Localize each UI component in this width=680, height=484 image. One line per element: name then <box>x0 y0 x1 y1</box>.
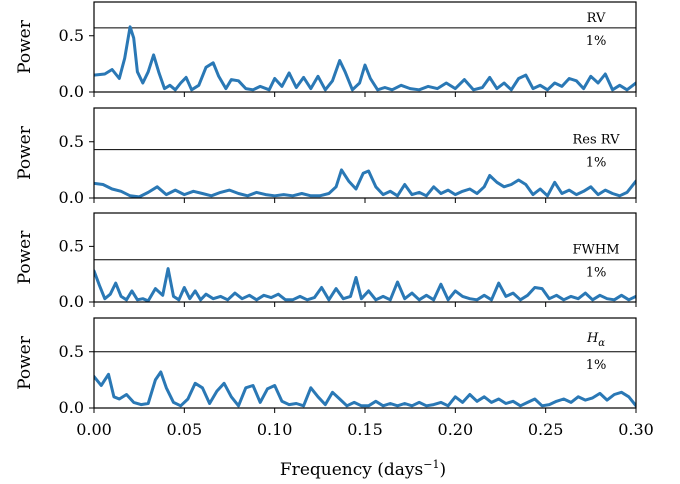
fap-annotation: 1% <box>586 358 607 373</box>
y-axis-label: Power <box>15 335 35 390</box>
panel-3: 0.0 0.5 Power FWHM 1% <box>15 212 637 311</box>
x-tick-label: 0.10 <box>257 420 293 439</box>
x-axis-label-main: Frequency (days <box>280 460 423 480</box>
y-tick-label: 0.0 <box>59 292 84 311</box>
y-tick-label: 0.0 <box>59 82 84 101</box>
x-axis-label-sup: −1 <box>423 458 439 471</box>
x-tick-label: 0.15 <box>347 420 383 439</box>
y-axis-label: Power <box>15 19 35 74</box>
fap-annotation: 1% <box>586 266 607 281</box>
x-tick-label: 0.25 <box>528 420 564 439</box>
x-tick-label: 0.05 <box>167 420 203 439</box>
panel-1: 0.0 0.5 Power RV 1% <box>15 1 637 101</box>
series-line <box>94 168 636 198</box>
axes-frame <box>93 212 637 303</box>
series-line <box>94 370 636 408</box>
y-axis-label: Power <box>15 230 35 285</box>
series-line <box>94 267 636 302</box>
y-tick-label: 0.5 <box>59 236 84 255</box>
y-tick-label: 0.0 <box>59 188 84 207</box>
y-tick-label: 0.0 <box>59 398 84 417</box>
series-annotation: Res RV <box>573 133 621 148</box>
series-annotation: RV <box>587 11 606 26</box>
series-line <box>94 25 636 92</box>
fap-annotation: 1% <box>586 34 607 49</box>
y-tick-label: 0.5 <box>59 342 84 361</box>
x-axis-label-close: ) <box>439 460 446 480</box>
x-tick-label: 0.20 <box>438 420 474 439</box>
axes-frame <box>93 317 637 409</box>
x-tick-label: 0.30 <box>618 420 654 439</box>
x-tick-label: 0.00 <box>76 420 112 439</box>
y-tick-label: 0.5 <box>59 26 84 45</box>
panel-4: 0.0 0.5 0.00 0.05 0.10 0.15 0.20 0.25 0.30 Power H… <box>15 317 654 439</box>
panel-2: 0.0 0.5 Power Res RV 1% <box>15 107 637 207</box>
y-tick-label: 0.5 <box>59 132 84 151</box>
panels-group: 0.0 0.5 Power RV 1% 0.0 0.5 Power Res RV 1% 0.0 0.5… <box>15 1 654 439</box>
series-annotation: Hα <box>586 331 605 349</box>
axes-frame <box>93 1 637 93</box>
series-annotation: FWHM <box>572 243 619 258</box>
x-axis-label: Frequency (days−1) <box>280 458 446 480</box>
fap-annotation: 1% <box>586 156 607 171</box>
y-axis-label: Power <box>15 125 35 180</box>
